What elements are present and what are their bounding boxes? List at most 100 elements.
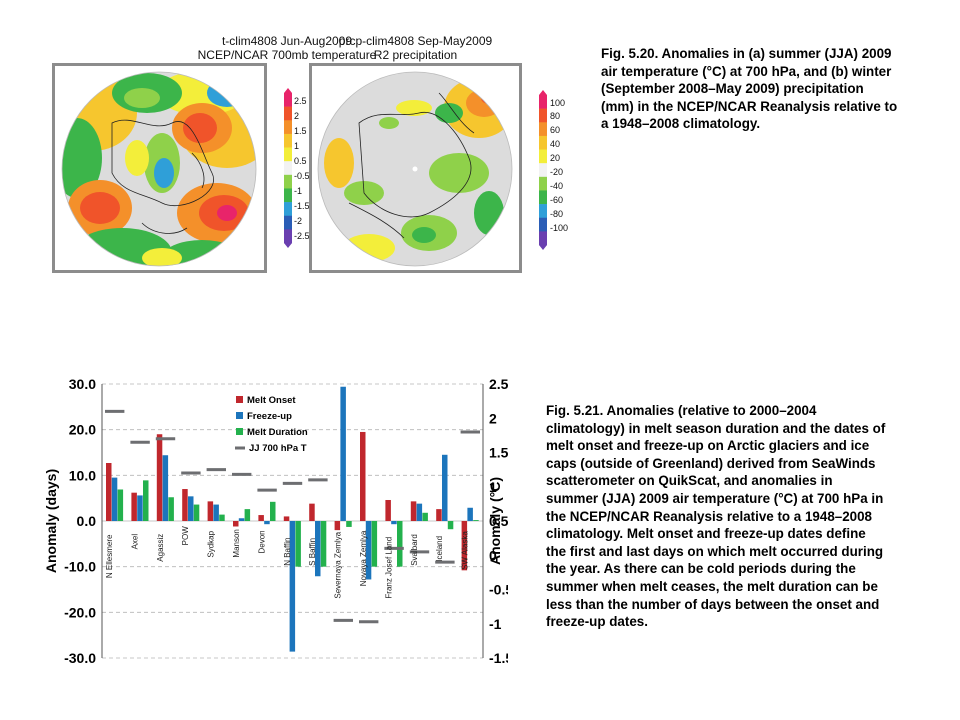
colorbar-swatch — [284, 229, 292, 244]
map-a-colorbar-swatches — [284, 88, 292, 248]
category-label: Axel — [130, 534, 139, 550]
bar-melt-duration — [143, 480, 149, 521]
map-a-colorbar-label: -1.5 — [294, 201, 310, 211]
bar-freeze-up — [162, 455, 169, 521]
map-a-colorbar-label: 2 — [294, 111, 300, 121]
category-label: POW — [181, 526, 190, 546]
legend-swatch — [236, 396, 243, 403]
bar-melt-onset — [106, 463, 112, 521]
y2-tick-label: 2 — [489, 410, 497, 426]
bar-melt-onset — [156, 434, 163, 521]
y-tick-label: 0.0 — [77, 513, 97, 529]
map-a-title-line2: NCEP/NCAR 700mb temperature — [197, 48, 377, 62]
map-b-precipitation-anomaly — [312, 66, 519, 270]
colorbar-swatch — [284, 120, 292, 135]
y-tick-label: 20.0 — [69, 422, 96, 438]
category-label: S Baffin — [308, 538, 317, 566]
category-label: N Ellesmere — [105, 534, 114, 578]
bar-melt-onset — [334, 521, 341, 531]
category-label: SW Alaska — [461, 531, 470, 570]
bar-freeze-up — [111, 477, 118, 521]
legend-label: Melt Onset — [247, 395, 296, 406]
category-label: Agassiz — [156, 534, 165, 562]
colorbar-swatch — [284, 93, 292, 107]
map-b-title-line2: R2 precipitation — [373, 48, 458, 62]
map-a-colorbar: 2.5 2 1.5 1 0.5 -0.5 -1 -1.5 -2 -2.5 — [283, 88, 323, 248]
bar-freeze-up — [391, 521, 397, 525]
y2-tick-label: 1 — [489, 479, 497, 495]
map-a-colorbar-label: -2.5 — [294, 231, 310, 241]
y2-tick-label: -1 — [489, 616, 502, 632]
map-b-colorbar-label: -100 — [550, 223, 569, 233]
bar-melt-onset — [436, 509, 442, 521]
map-a-colorbar-label: -2 — [294, 216, 303, 226]
caption-line: a 1948–2008 climatology. — [601, 116, 761, 132]
caption-line: climatology) in melt season duration and… — [546, 420, 886, 436]
melt-anomaly-bar-chart: 30.0 20.0 10.0 0.0 -10.0 -20.0 -30.0 2.5 2 1.5 1 0.… — [43, 376, 508, 666]
map-b-colorbar-label: 40 — [550, 139, 561, 149]
bar-melt-duration — [168, 497, 174, 521]
colorbar-swatch — [539, 231, 547, 246]
category-label: N Baffin — [283, 537, 292, 565]
bar-melt-duration — [397, 521, 403, 567]
category-label: Iceland — [435, 536, 444, 562]
colorbar-swatch — [539, 95, 547, 109]
map-a-colorbar-label: -1 — [294, 186, 303, 196]
map-a-colorbar-label: 2.5 — [294, 96, 307, 106]
map-a-title: t-clim4808 Jun-Aug2009 NCEP/NCAR 700mb t… — [52, 34, 522, 62]
caption-line: freeze-up dates. — [546, 614, 648, 630]
colorbar-swatch — [284, 161, 292, 176]
bar-freeze-up — [137, 495, 143, 521]
chart-legend: Melt Onset Freeze-up Melt Duration JJ 700 h… — [235, 395, 308, 454]
map-a-colorbar-label: 1.5 — [294, 126, 307, 136]
legend-swatch — [236, 428, 243, 435]
caption-line: less than the number of days between the… — [546, 596, 880, 612]
bar-freeze-up — [264, 521, 270, 525]
colorbar-swatch — [284, 202, 292, 217]
y2-tick-label: -1.5 — [489, 650, 508, 666]
map-a-frame — [52, 63, 267, 273]
caption-line: melt onset and freeze-up on Arctic glaci… — [546, 438, 870, 454]
category-label: Severnaya Zemlya — [334, 531, 343, 598]
bar-melt-onset — [360, 431, 366, 521]
caption-line: (mm) in the NCEP/NCAR Reanalysis relativ… — [601, 98, 898, 114]
bar-melt-onset — [385, 499, 391, 521]
bar-melt-duration — [422, 512, 428, 521]
category-label: Sydkap — [207, 530, 216, 557]
bar-melt-duration — [320, 521, 327, 567]
bar-melt-onset — [207, 501, 214, 521]
colorbar-swatch — [539, 163, 547, 178]
bar-melt-duration — [270, 501, 276, 521]
bar-melt-onset — [461, 521, 468, 571]
y-tick-label: 10.0 — [69, 467, 96, 483]
bar-melt-onset — [258, 515, 264, 521]
map-a-colorbar-label: 1 — [294, 141, 300, 151]
map-b-colorbar-label: -40 — [550, 181, 564, 191]
map-b-colorbar-label: 20 — [550, 153, 561, 163]
caption-line: (September 2008–May 2009) precipitation — [601, 81, 864, 97]
bar-melt-onset — [131, 492, 137, 521]
bar-melt-duration — [473, 520, 479, 521]
bar-melt-duration — [295, 521, 301, 567]
map-a-colorbar-label: 0.5 — [294, 156, 307, 166]
y-axis-label: Anomaly (days) — [43, 469, 59, 573]
bar-melt-duration — [219, 514, 225, 521]
map-b-colorbar-label: -60 — [550, 195, 564, 205]
caption-line: climatology. Melt onset and freeze-up da… — [546, 526, 866, 542]
map-a-colorbar-label: -0.5 — [294, 171, 310, 181]
caption-line: caps (outside of Greenland) derived from… — [546, 455, 876, 471]
caption-line: summer when melt ceases, the melt durati… — [546, 578, 878, 594]
bar-freeze-up — [213, 504, 219, 521]
colorbar-swatch — [284, 133, 292, 148]
caption-line: Fig. 5.20. Anomalies in (a) summer (JJA)… — [601, 46, 892, 61]
category-label: Manson — [232, 529, 241, 557]
bar-freeze-up — [315, 521, 321, 577]
caption-line: Fig. 5.21. Anomalies (relative to 2000–2… — [546, 403, 817, 418]
y-tick-label: -30.0 — [64, 650, 96, 666]
map-b-colorbar-label: 80 — [550, 111, 561, 121]
y2-tick-label: -0.5 — [489, 582, 508, 598]
colorbar-swatch — [539, 190, 547, 205]
bar-freeze-up — [365, 521, 372, 580]
bar-melt-duration — [371, 521, 378, 567]
bar-melt-onset — [410, 501, 417, 521]
